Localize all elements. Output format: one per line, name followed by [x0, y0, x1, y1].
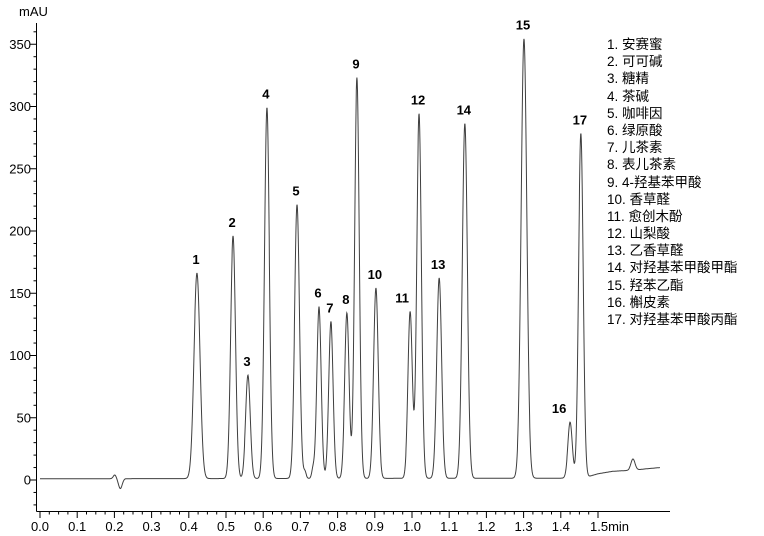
peak-label-3: 3	[243, 354, 250, 369]
legend-item-2: 2. 可可碱	[607, 54, 663, 70]
legend-item-1: 1. 安赛蜜	[607, 37, 663, 52]
x-tick-label: 1.4	[552, 519, 570, 534]
x-tick-label: 0.0	[31, 519, 49, 534]
legend-item-9: 9. 4-羟基苯甲酸	[607, 174, 702, 190]
axes: 0 50 100 150 200 250 300 350 0.0 0.1 0.2 0.3 0.4 0.5 0…	[9, 23, 670, 534]
legend-item-16: 16. 槲皮素	[607, 294, 671, 310]
y-tick-label: 150	[9, 286, 31, 301]
x-tick-label: 0.5	[217, 519, 235, 534]
peak-label-7: 7	[326, 301, 333, 316]
peak-label-9: 9	[352, 57, 359, 72]
y-tick-label: 0	[24, 473, 31, 488]
chromatogram-trace	[40, 38, 660, 490]
peak-label-6: 6	[314, 286, 321, 301]
peak-label-11: 11	[395, 291, 409, 306]
peak-label-2: 2	[228, 215, 235, 230]
y-tick-label: 350	[9, 37, 31, 52]
peak-label-14: 14	[457, 102, 472, 117]
legend-item-3: 3. 糖精	[607, 71, 650, 87]
legend-item-10: 10. 香草醛	[607, 191, 671, 207]
peak-label-10: 10	[368, 267, 382, 282]
x-tick-label: 0.2	[105, 519, 123, 534]
x-tick-label: 1.1	[440, 519, 458, 534]
peak-label-5: 5	[292, 184, 299, 199]
legend-item-6: 6. 绿原酸	[607, 122, 663, 138]
legend-item-15: 15. 羟苯乙酯	[607, 277, 684, 293]
legend-item-14: 14. 对羟基苯甲酸甲酯	[607, 260, 738, 276]
peak-label-12: 12	[411, 93, 425, 108]
x-tick-label: 0.6	[254, 519, 272, 534]
y-tick-label: 250	[9, 161, 31, 176]
peak-label-8: 8	[342, 292, 349, 307]
x-tick-label: 1.2	[477, 519, 495, 534]
x-tick-label: 0.8	[329, 519, 347, 534]
peak-label-17: 17	[573, 112, 587, 127]
legend-item-7: 7. 儿茶素	[607, 140, 663, 156]
legend-item-8: 8. 表儿茶素	[607, 157, 677, 173]
legend-item-12: 12. 山梨酸	[607, 226, 671, 242]
y-axis-unit-label: mAU	[19, 4, 48, 19]
peak-label-15: 15	[516, 18, 530, 33]
legend-item-13: 13. 乙香草醛	[607, 243, 684, 259]
legend-item-11: 11. 愈创木酚	[607, 208, 683, 224]
peak-label-16: 16	[552, 401, 566, 416]
y-tick-label: 50	[17, 410, 31, 425]
x-tick-label: 0.3	[143, 519, 161, 534]
legend-item-4: 4. 茶碱	[607, 88, 650, 104]
peak-legend: 1. 安赛蜜 2. 可可碱 3. 糖精 4. 茶碱 5. 咖啡因 6. 绿原酸 7. 儿茶素…	[607, 36, 738, 328]
legend-item-17: 17. 对羟基苯甲酸丙酯	[607, 312, 738, 327]
peak-label-13: 13	[431, 257, 445, 272]
legend-item-5: 5. 咖啡因	[607, 105, 663, 121]
x-tick-label: 1.0	[403, 519, 421, 534]
peak-label-1: 1	[192, 252, 199, 267]
y-tick-label: 200	[9, 224, 31, 239]
x-tick-label: 0.4	[180, 519, 198, 534]
x-tick-label: 0.9	[366, 519, 384, 534]
x-tick-label: 0.7	[291, 519, 309, 534]
y-tick-label: 100	[9, 348, 31, 363]
x-tick-label: 0.1	[68, 519, 86, 534]
x-tick-label: 1.3	[515, 519, 533, 534]
y-tick-label: 300	[9, 99, 31, 114]
peak-label-4: 4	[262, 86, 270, 101]
x-tick-label: 1.5min	[590, 519, 629, 534]
trace-path	[40, 38, 660, 490]
